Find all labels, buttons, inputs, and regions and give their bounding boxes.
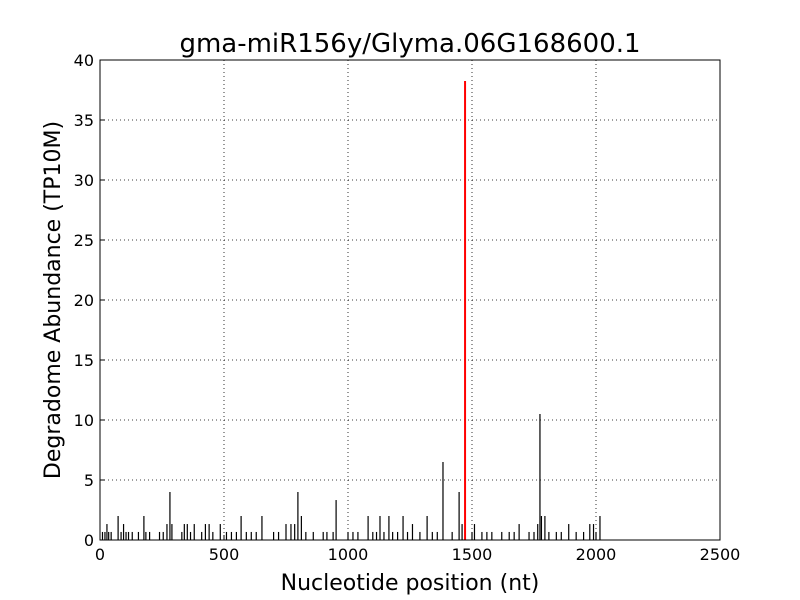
y-tick-label: 30 [74, 171, 94, 190]
x-tick-label: 500 [209, 545, 240, 564]
x-tick-label: 0 [95, 545, 105, 564]
plot-frame [99, 59, 721, 541]
y-tick-label: 15 [74, 351, 94, 370]
x-axis-label: Nucleotide position (nt) [281, 571, 540, 596]
chart-title: gma-miR156y/Glyma.06G168600.1 [179, 29, 640, 59]
y-tick-label: 10 [74, 411, 94, 430]
x-tick-label: 2000 [576, 545, 617, 564]
y-tick-label: 25 [74, 231, 94, 250]
y-tick-label: 5 [84, 471, 94, 490]
y-axis-label: Degradome Abundance (TP10M) [41, 121, 66, 479]
x-tick-label: 2500 [700, 545, 741, 564]
y-tick-label: 40 [74, 51, 94, 70]
y-tick-label: 35 [74, 111, 94, 130]
y-tick-label: 0 [84, 531, 94, 550]
y-tick-label: 20 [74, 291, 94, 310]
x-tick-label: 1500 [452, 545, 493, 564]
x-tick-label: 1000 [328, 545, 369, 564]
